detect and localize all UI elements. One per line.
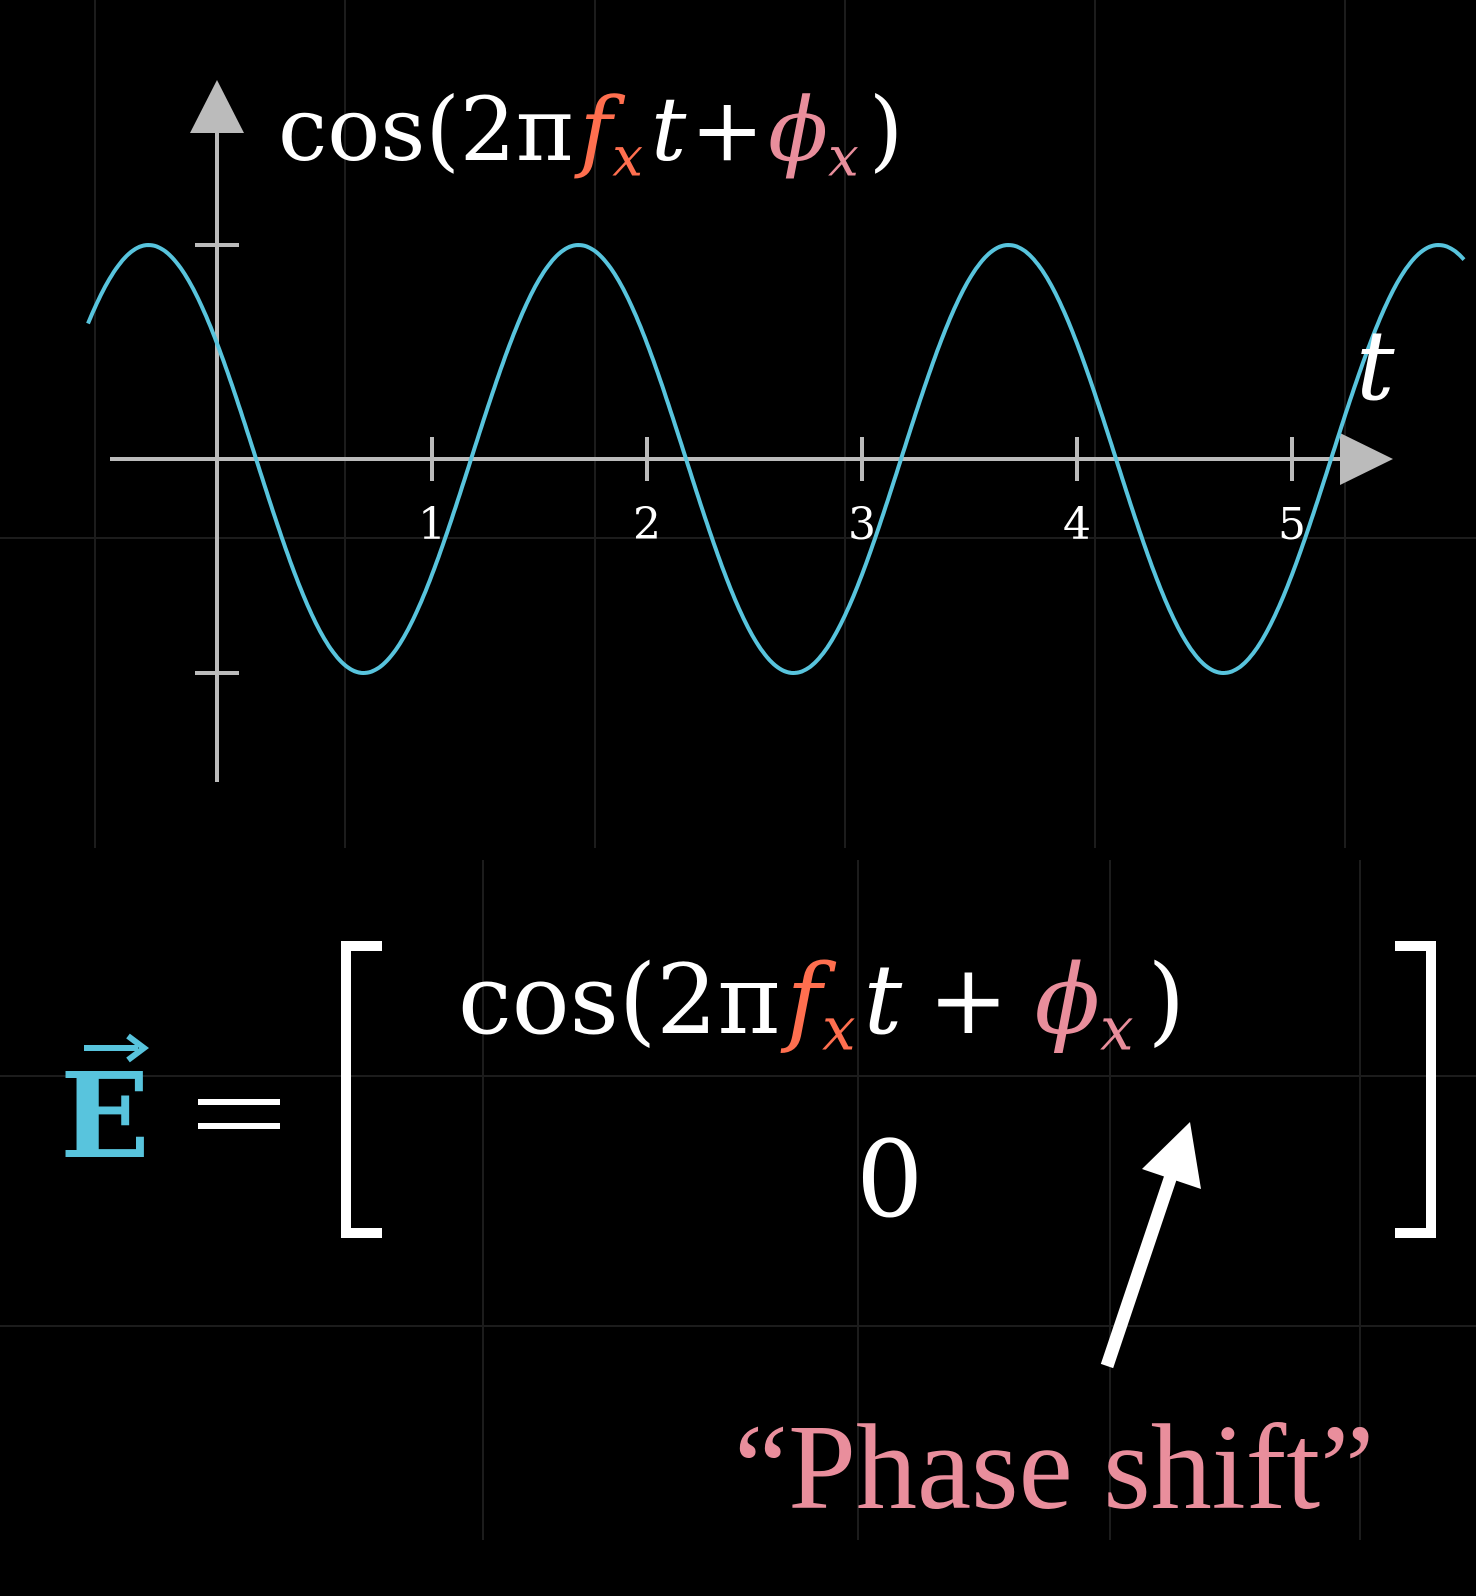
equals-sign [198,1099,280,1129]
left-bracket [341,941,382,1238]
pointer-arrow [1100,1122,1201,1369]
background-grid [0,0,1476,1540]
cosine-wave [86,242,1466,676]
x-axis-arrowhead [1340,433,1393,485]
y-axis-ticks [195,243,239,675]
plot-axes [110,80,1393,782]
right-bracket [1395,941,1436,1238]
y-axis-arrowhead [190,80,244,133]
x-axis-ticks [430,437,1294,481]
vector-arrow-icon [84,1033,149,1063]
